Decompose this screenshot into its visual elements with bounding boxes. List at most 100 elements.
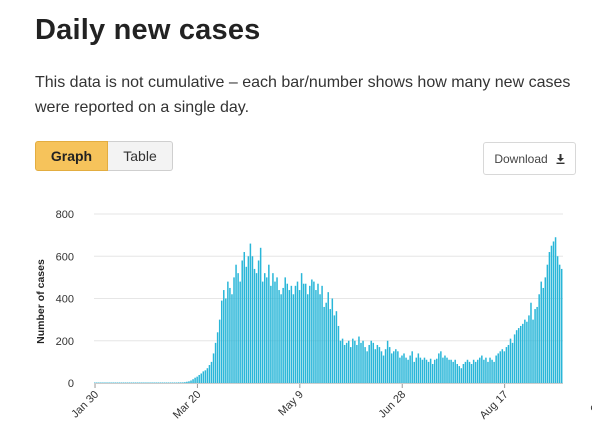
bar[interactable] <box>536 306 538 383</box>
bar[interactable] <box>433 359 436 383</box>
bar[interactable] <box>173 382 176 384</box>
bar[interactable] <box>401 355 403 383</box>
bar[interactable] <box>417 353 420 383</box>
bar[interactable] <box>431 363 434 383</box>
bar[interactable] <box>507 344 510 383</box>
bar[interactable] <box>237 273 239 383</box>
bar[interactable] <box>94 382 96 384</box>
bar[interactable] <box>438 353 440 383</box>
bar[interactable] <box>155 382 157 384</box>
bar[interactable] <box>395 349 397 383</box>
bar[interactable] <box>337 325 340 383</box>
bar[interactable] <box>112 382 114 384</box>
bar[interactable] <box>278 290 280 383</box>
bar[interactable] <box>302 283 305 383</box>
bar[interactable] <box>300 273 303 383</box>
bar[interactable] <box>440 351 442 383</box>
bar[interactable] <box>519 325 522 383</box>
bar[interactable] <box>352 338 354 383</box>
bar[interactable] <box>167 382 170 384</box>
bar[interactable] <box>509 338 512 383</box>
bar[interactable] <box>360 342 362 383</box>
bar[interactable] <box>456 363 459 383</box>
bar[interactable] <box>180 382 182 383</box>
bar[interactable] <box>102 382 104 384</box>
bar[interactable] <box>315 290 317 383</box>
bar[interactable] <box>415 357 418 383</box>
bar[interactable] <box>288 290 291 383</box>
bar[interactable] <box>266 277 268 384</box>
bar[interactable] <box>393 351 395 383</box>
bar[interactable] <box>257 260 260 383</box>
bar[interactable] <box>526 321 528 383</box>
bar[interactable] <box>323 306 325 383</box>
bar[interactable] <box>304 283 307 383</box>
bar[interactable] <box>505 347 508 383</box>
bar[interactable] <box>253 268 256 383</box>
bar[interactable] <box>343 344 346 383</box>
bar[interactable] <box>216 332 219 383</box>
bar[interactable] <box>403 353 405 383</box>
bar[interactable] <box>145 382 147 384</box>
bar[interactable] <box>399 357 401 383</box>
bar[interactable] <box>259 247 262 383</box>
bar[interactable] <box>194 377 196 383</box>
bar[interactable] <box>331 298 334 384</box>
bar[interactable] <box>126 382 129 384</box>
bar[interactable] <box>196 376 198 383</box>
bar[interactable] <box>489 357 491 383</box>
bar[interactable] <box>470 363 473 383</box>
bar[interactable] <box>329 309 332 383</box>
bar[interactable] <box>358 336 360 383</box>
bar[interactable] <box>171 382 174 384</box>
bar[interactable] <box>558 264 561 383</box>
bar[interactable] <box>96 382 98 384</box>
bar[interactable] <box>552 241 555 383</box>
bar[interactable] <box>524 319 526 384</box>
bar[interactable] <box>147 382 149 384</box>
bar[interactable] <box>270 285 272 383</box>
bar[interactable] <box>290 285 293 383</box>
bar[interactable] <box>409 355 411 383</box>
bar[interactable] <box>513 334 516 383</box>
bar[interactable] <box>476 359 479 383</box>
bar[interactable] <box>188 381 190 383</box>
bar[interactable] <box>108 382 110 384</box>
bar[interactable] <box>468 361 471 384</box>
bar[interactable] <box>235 264 237 383</box>
bar[interactable] <box>497 353 499 383</box>
bar[interactable] <box>483 359 485 383</box>
bar[interactable] <box>110 382 112 384</box>
bar[interactable] <box>153 382 155 384</box>
bar[interactable] <box>491 359 493 383</box>
bar[interactable] <box>276 277 278 384</box>
bar[interactable] <box>272 273 274 383</box>
bar[interactable] <box>479 357 481 383</box>
bar[interactable] <box>335 311 338 383</box>
bar[interactable] <box>186 381 188 383</box>
bar[interactable] <box>143 382 145 384</box>
bar[interactable] <box>321 285 323 383</box>
bar[interactable] <box>294 285 297 383</box>
bar[interactable] <box>220 300 223 383</box>
bar[interactable] <box>374 349 377 383</box>
bar[interactable] <box>118 382 121 384</box>
bar[interactable] <box>192 379 194 383</box>
bar[interactable] <box>208 365 211 383</box>
bar[interactable] <box>206 368 209 383</box>
bar[interactable] <box>464 361 467 384</box>
bar[interactable] <box>499 351 502 383</box>
bar[interactable] <box>202 371 205 383</box>
bar[interactable] <box>149 382 151 384</box>
bar[interactable] <box>397 351 399 383</box>
bar[interactable] <box>366 351 368 383</box>
bar[interactable] <box>106 382 108 384</box>
bar[interactable] <box>540 281 542 383</box>
bar[interactable] <box>474 361 477 384</box>
bar[interactable] <box>538 294 540 383</box>
bar[interactable] <box>362 340 364 383</box>
bar[interactable] <box>544 277 547 384</box>
bar[interactable] <box>454 359 456 383</box>
bar[interactable] <box>485 357 487 383</box>
bar[interactable] <box>388 347 391 383</box>
